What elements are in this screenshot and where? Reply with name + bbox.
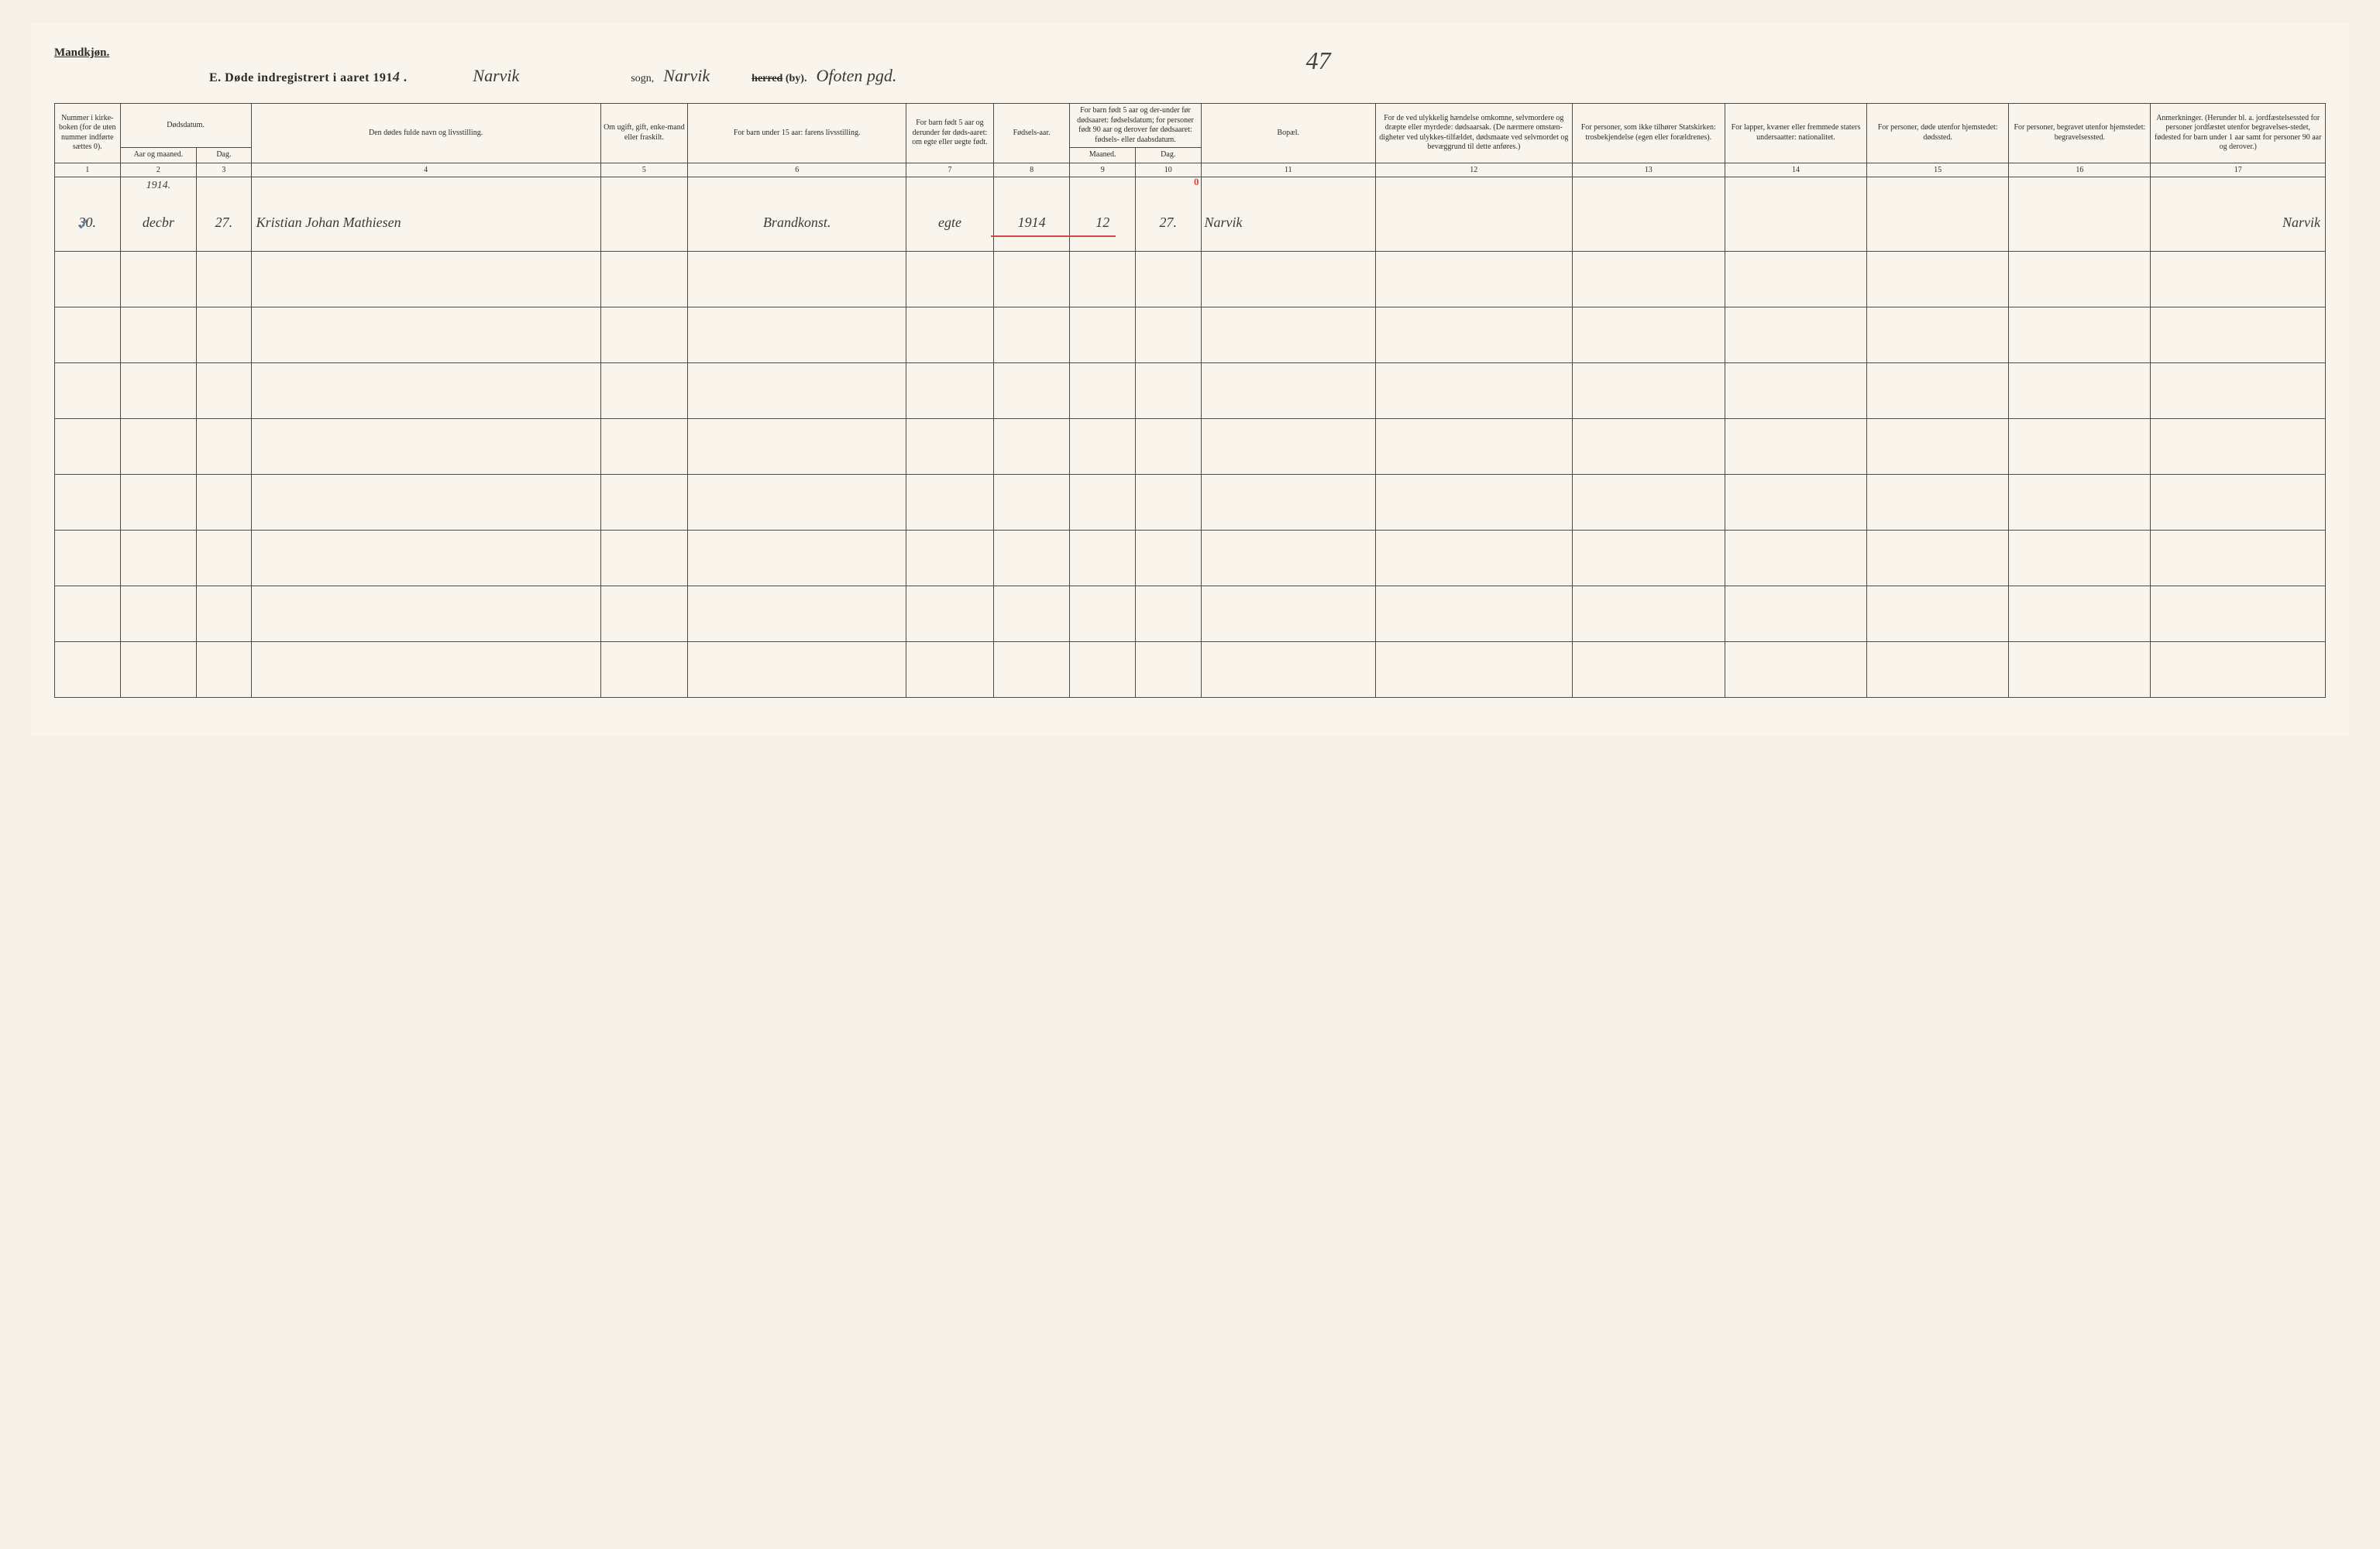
table-header: Nummer i kirke-boken (for de uten nummer… [55,104,2326,177]
checkmark-icon: ✓ [77,215,91,235]
row-bopael: Narvik [1201,195,1375,251]
sogn-value: Narvik [473,66,519,86]
title-year-suffix: 4 . [393,69,408,84]
col-3: Dag. [197,148,251,163]
colnum: 8 [993,163,1070,177]
row-f-maaned: 12 [1070,195,1136,251]
colnum: 14 [1725,163,1866,177]
col-4: Den dødes fulde navn og livsstilling. [251,104,600,163]
gender-label: Mandkjøn. [54,46,2326,60]
col-17: Anmerkninger. (Herunder bl. a. jordfæste… [2151,104,2326,163]
table-row [55,586,2326,641]
colnum: 13 [1572,163,1725,177]
pre-year: 1914. [120,177,197,195]
registry-table: Nummer i kirke-boken (for de uten nummer… [54,103,2326,698]
table-row [55,641,2326,697]
registry-page: Mandkjøn. 47 E. Døde indregistrert i aar… [31,23,2349,736]
title-row: E. Døde indregistrert i aaret 1914 . Nar… [54,66,2326,86]
col-12: For de ved ulykkelig hændelse omkomne, s… [1375,104,1572,163]
row-egte: egte [906,195,994,251]
col-6: For barn under 15 aar: farens livsstilli… [688,104,906,163]
colnum: 15 [1867,163,2009,177]
colnum: 17 [2151,163,2326,177]
col-16: For personer, begravet utenfor hjemstede… [2009,104,2151,163]
red-zero: 0 [1194,176,1199,188]
colnum: 16 [2009,163,2151,177]
herred-by: (by). [782,73,807,84]
col-9: Maaned. [1070,148,1136,163]
colnum: 12 [1375,163,1572,177]
col-10: Dag. [1135,148,1201,163]
colnum: 6 [688,163,906,177]
herred-value: Narvik [663,66,710,86]
col-9a: For barn født 5 aar og der-under før død… [1070,104,1201,148]
title-prefix: E. Døde indregistrert i aaret 191 [209,71,393,84]
herred-struck: herred [751,73,782,84]
row-dag: 27. [197,195,251,251]
herred-label: herred (by). [751,73,807,85]
table-row [55,530,2326,586]
row-aar-maaned: decbr [120,195,197,251]
col-14: For lapper, kvæner eller fremmede stater… [1725,104,1866,163]
table-row [55,474,2326,530]
table-row [55,362,2326,418]
red-underline [991,235,1116,237]
col-2: Aar og maaned. [120,148,197,163]
colnum: 2 [120,163,197,177]
col-13: For personer, som ikke tilhører Statskir… [1572,104,1725,163]
table-row [55,418,2326,474]
col-1: Nummer i kirke-boken (for de uten nummer… [55,104,121,163]
table-row [55,251,2326,307]
colnum: 5 [600,163,688,177]
colnum: 3 [197,163,251,177]
row-num: ✓ 30. [55,195,121,251]
empty-rows [55,251,2326,697]
title-printed: E. Døde indregistrert i aaret 1914 . [209,69,408,85]
colnum: 1 [55,163,121,177]
colnum: 10 [1135,163,1201,177]
data-rows: 1914. 0 ✓ [55,177,2326,251]
colnum: 4 [251,163,600,177]
col-2a: Dødsdatum. [120,104,251,148]
page-number: 47 [1306,46,1331,75]
colnum-row: 1 2 3 4 5 6 7 8 9 10 11 12 13 14 15 16 1… [55,163,2326,177]
colnum: 7 [906,163,994,177]
col-7: For barn født 5 aar og derunder før døds… [906,104,994,163]
col-8: Fødsels-aar. [993,104,1070,163]
colnum: 11 [1201,163,1375,177]
table-row: ✓ 30. decbr 27. Kristian Johan Mathiesen… [55,195,2326,251]
colnum: 9 [1070,163,1136,177]
col-15: For personer, døde utenfor hjemstedet: d… [1867,104,2009,163]
table-row [55,307,2326,362]
col-5: Om ugift, gift, enke-mand eller fraskilt… [600,104,688,163]
sogn-label: sogn, [631,73,654,85]
row-anm: Narvik [2151,195,2326,251]
col-11: Bopæl. [1201,104,1375,163]
row-stilling: Brandkonst. [688,195,906,251]
ofoten-value: Ofoten pgd. [816,66,896,86]
row-fodselsaar: 1914 [993,195,1070,251]
row-f-dag: 27. [1135,195,1201,251]
row-navn: Kristian Johan Mathiesen [251,195,600,251]
